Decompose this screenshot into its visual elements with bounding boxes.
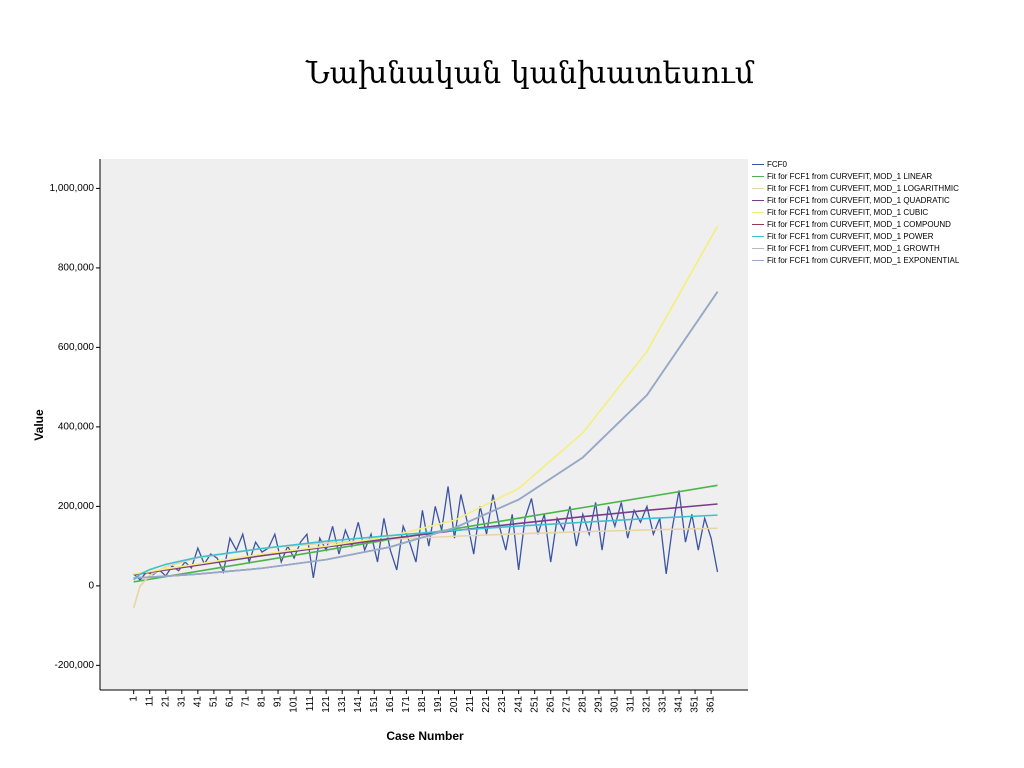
legend-swatch [752,176,764,177]
legend-swatch [752,212,764,213]
legend-item: Fit for FCF1 from CURVEFIT, MOD_1 EXPONE… [752,256,984,265]
x-tick-label: 131 [337,696,348,713]
x-tick-label: 91 [273,696,284,708]
y-tick-label: 1,000,000 [50,183,95,194]
series-line [133,484,718,583]
y-tick-label: 0 [88,581,94,592]
legend-swatch [752,224,764,225]
legend-swatch [752,188,764,189]
legend-label: Fit for FCF1 from CURVEFIT, MOD_1 EXPONE… [767,256,960,265]
x-tick-label: 281 [577,696,588,713]
x-tick-label: 231 [497,696,508,713]
x-tick-label: 301 [610,696,621,713]
legend-item: Fit for FCF1 from CURVEFIT, MOD_1 POWER [752,232,984,241]
y-tick-label: 200,000 [58,501,95,512]
x-tick-label: 101 [289,696,300,713]
x-tick-label: 341 [674,696,685,713]
x-tick-label: 41 [192,696,203,708]
legend-label: Fit for FCF1 from CURVEFIT, MOD_1 COMPOU… [767,220,951,229]
x-tick-label: 351 [690,696,701,713]
x-tick-label: 191 [433,696,444,713]
x-axis-label: Case Number [386,729,464,743]
x-tick-label: 71 [241,696,252,708]
x-tick-label: 11 [144,696,155,707]
x-tick-label: 61 [225,696,236,708]
x-tick-label: 361 [706,696,717,713]
y-tick-label: -200,000 [55,660,95,671]
legend-label: Fit for FCF1 from CURVEFIT, MOD_1 QUADRA… [767,196,950,205]
x-tick-label: 221 [481,696,492,713]
series-line [133,291,719,579]
series-line [132,527,718,608]
slide-title: Նախնական կանխատեսում [305,56,755,91]
legend-swatch [752,164,764,165]
legend-swatch [752,200,764,201]
x-tick-label: 21 [160,696,171,708]
x-tick-label: 321 [642,696,653,713]
y-tick-label: 600,000 [58,342,95,353]
legend-swatch [752,236,764,237]
legend-swatch [752,248,764,249]
x-tick-label: 241 [513,696,524,713]
x-tick-label: 211 [465,696,476,712]
legend-item: Fit for FCF1 from CURVEFIT, MOD_1 LINEAR [752,172,984,181]
x-tick-label: 251 [529,696,540,713]
legend-label: Fit for FCF1 from CURVEFIT, MOD_1 LOGARI… [767,184,959,193]
x-tick-label: 121 [321,696,332,713]
x-tick-label: 261 [545,696,556,713]
legend-swatch [752,260,764,261]
y-tick-label: 400,000 [58,422,95,433]
x-tick-label: 141 [353,696,364,713]
legend-label: FCF0 [767,160,787,169]
series-line [133,514,718,581]
legend-item: Fit for FCF1 from CURVEFIT, MOD_1 COMPOU… [752,220,984,229]
x-tick-label: 181 [417,696,428,713]
legend: FCF0 Fit for FCF1 from CURVEFIT, MOD_1 LI… [752,160,984,268]
x-tick-label: 291 [593,696,604,713]
x-tick-label: 111 [305,696,316,712]
x-tick-label: 51 [209,696,220,708]
legend-item: Fit for FCF1 from CURVEFIT, MOD_1 LOGARI… [752,184,984,193]
x-tick-label: 81 [257,696,268,708]
x-tick-label: 331 [658,696,669,713]
legend-label: Fit for FCF1 from CURVEFIT, MOD_1 GROWTH [767,244,940,253]
legend-label: Fit for FCF1 from CURVEFIT, MOD_1 CUBIC [767,208,929,217]
x-tick-label: 161 [385,696,396,713]
legend-item: Fit for FCF1 from CURVEFIT, MOD_1 GROWTH [752,244,984,253]
x-tick-label: 271 [561,696,572,713]
series-line [133,225,719,575]
legend-item: Fit for FCF1 from CURVEFIT, MOD_1 QUADRA… [752,196,984,205]
y-tick-label: 800,000 [58,263,95,274]
legend-label: Fit for FCF1 from CURVEFIT, MOD_1 LINEAR [767,172,933,181]
x-tick-label: 171 [401,696,412,713]
legend-item: FCF0 [752,160,984,169]
y-axis-label: Value [32,409,46,441]
legend-label: Fit for FCF1 from CURVEFIT, MOD_1 POWER [767,232,934,241]
x-tick-label: 151 [369,696,380,713]
legend-item: Fit for FCF1 from CURVEFIT, MOD_1 CUBIC [752,208,984,217]
x-tick-label: 1 [128,696,139,702]
x-tick-label: 201 [449,696,460,713]
x-tick-label: 311 [626,696,637,712]
x-tick-label: 31 [176,696,187,708]
plot-area [100,159,748,690]
